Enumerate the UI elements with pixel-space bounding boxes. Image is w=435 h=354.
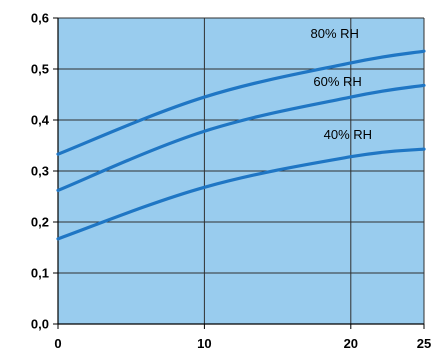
- y-tick-label: 0,2: [31, 215, 49, 230]
- y-tick-label: 0,4: [31, 113, 50, 128]
- series-label: 40% RH: [324, 127, 372, 142]
- x-tick-label: 25: [417, 336, 431, 351]
- y-tick-label: 0,6: [31, 11, 49, 26]
- series-lines: [56, 49, 426, 241]
- y-tick-label: 0,1: [31, 266, 49, 281]
- x-tick-label: 20: [344, 336, 358, 351]
- series-line-1: [56, 49, 426, 156]
- series-label: 60% RH: [313, 74, 361, 89]
- series-label: 80% RH: [310, 26, 358, 41]
- y-tick-label: 0,3: [31, 164, 49, 179]
- axes: [53, 17, 425, 329]
- x-tick-label: 10: [197, 336, 211, 351]
- y-tick-label: 0,5: [31, 62, 49, 77]
- tick-labels: 0,0 0,1 0,2 0,3 0,4 0,5 0,6 0 10 20 25: [31, 11, 431, 352]
- x-tick-label: 0: [54, 336, 61, 351]
- series-line-2: [56, 83, 426, 192]
- series-labels: 80% RH 60% RH 40% RH: [310, 26, 372, 142]
- series-line-3: [56, 147, 426, 241]
- y-tick-label: 0,0: [31, 317, 49, 332]
